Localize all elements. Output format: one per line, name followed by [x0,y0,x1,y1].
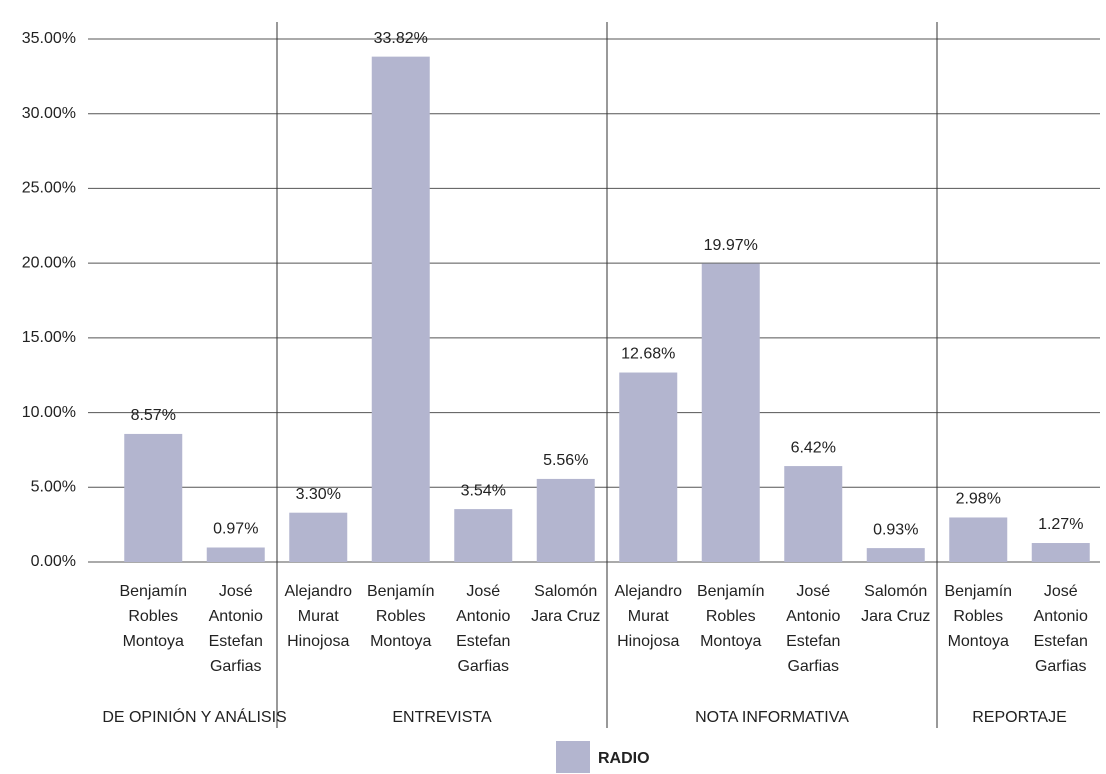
bar [371,56,430,563]
y-tick-label: 20.00% [22,254,76,271]
bar [536,478,595,562]
x-tick-label: Estefan [1034,633,1088,650]
x-tick-label: Salomón [864,583,927,600]
x-tick-label: José [466,583,500,600]
y-tick-label: 5.00% [31,479,76,496]
x-tick-label: Garfias [210,658,262,675]
y-tick-label: 10.00% [22,404,76,421]
x-tick-label: Antonio [1034,608,1088,625]
x-tick-label: Robles [953,608,1003,625]
legend-swatch [556,741,590,773]
x-tick-label: Benjamín [697,583,765,600]
x-tick-label: Estefan [209,633,263,650]
value-label: 6.42% [791,439,836,456]
x-tick-label: Jara Cruz [861,608,930,625]
x-tick-label: Montoya [700,633,761,650]
x-tick-label: Alejandro [614,583,682,600]
y-tick-label: 35.00% [22,30,76,47]
y-tick-label: 0.00% [31,553,76,570]
x-tick-label: José [219,583,253,600]
x-tick-label: Hinojosa [617,633,679,650]
x-tick-label: Antonio [209,608,263,625]
legend-label: RADIO [598,750,650,767]
x-tick-label: Antonio [456,608,510,625]
x-tick-label: Estefan [456,633,510,650]
y-tick-label: 25.00% [22,180,76,197]
x-tick-label: Benjamín [119,583,187,600]
x-tick-label: Robles [376,608,426,625]
value-label: 3.54% [461,482,506,499]
value-label: 2.98% [956,491,1001,508]
x-tick-label: Montoya [123,633,184,650]
bar [1031,543,1090,562]
group-label: NOTA INFORMATIVA [695,709,849,726]
bar [701,263,760,562]
value-label: 12.68% [621,346,675,363]
x-tick-label: José [1044,583,1078,600]
y-tick-label: 30.00% [22,105,76,122]
x-tick-label: Garfias [1035,658,1087,675]
bar [949,517,1008,562]
x-tick-label: Murat [628,608,669,625]
x-tick-label: Hinojosa [287,633,349,650]
bar [124,433,183,562]
value-label: 3.30% [296,486,341,503]
x-tick-label: Benjamín [944,583,1012,600]
x-tick-label: Benjamín [367,583,435,600]
value-label: 19.97% [704,237,758,254]
x-tick-label: Montoya [370,633,431,650]
group-label: DE OPINIÓN Y ANÁLISIS [102,707,286,726]
value-label: 0.97% [213,521,258,538]
value-label: 8.57% [131,407,176,424]
x-tick-label: Robles [706,608,756,625]
group-label: ENTREVISTA [392,709,492,726]
bar [454,509,513,562]
bar [784,466,843,562]
x-tick-label: José [796,583,830,600]
x-tick-label: Garfias [787,658,839,675]
bar [289,512,348,562]
value-label: 33.82% [374,30,428,47]
bar [866,548,925,562]
value-label: 0.93% [873,521,918,538]
x-tick-label: Murat [298,608,339,625]
group-label: REPORTAJE [972,709,1067,726]
x-tick-label: Montoya [948,633,1009,650]
x-tick-label: Alejandro [284,583,352,600]
x-tick-label: Antonio [786,608,840,625]
y-tick-label: 15.00% [22,329,76,346]
value-label: 1.27% [1038,516,1083,533]
x-tick-label: Salomón [534,583,597,600]
x-tick-label: Robles [128,608,178,625]
value-label: 5.56% [543,452,588,469]
bar [619,372,678,562]
x-tick-label: Estefan [786,633,840,650]
x-tick-label: Garfias [457,658,509,675]
x-tick-label: Jara Cruz [531,608,600,625]
bar [206,547,265,562]
